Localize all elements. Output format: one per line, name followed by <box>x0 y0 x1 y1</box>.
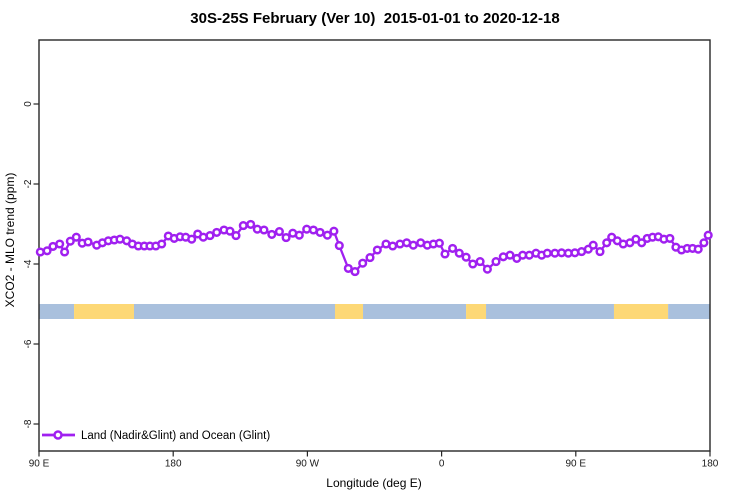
data-point <box>187 234 197 244</box>
data-point <box>65 236 75 246</box>
x-tick-label: 180 <box>165 459 182 470</box>
data-point <box>246 219 256 229</box>
surface-land-segment <box>74 304 134 319</box>
data-point <box>157 239 167 249</box>
data-point <box>267 229 277 239</box>
surface-band <box>39 304 710 319</box>
data-point <box>334 241 344 251</box>
surface-land-segment <box>466 304 487 319</box>
data-point <box>434 238 444 248</box>
data-point <box>225 226 235 236</box>
surface-ocean-segment <box>363 304 467 319</box>
data-point <box>55 239 65 249</box>
data-point <box>542 248 552 258</box>
data-point <box>372 245 382 255</box>
data-point <box>315 227 325 237</box>
data-point <box>693 244 703 254</box>
surface-ocean-segment <box>133 304 335 319</box>
data-point <box>365 253 375 263</box>
data-point <box>274 227 284 237</box>
data-point <box>238 221 248 231</box>
surface-ocean-segment <box>39 304 75 319</box>
data-point <box>468 259 478 269</box>
data-point <box>343 263 353 273</box>
data-point <box>83 237 93 247</box>
data-point <box>281 233 291 243</box>
data-point <box>212 227 222 237</box>
data-point <box>294 230 304 240</box>
x-tick-label: 90 W <box>296 459 320 470</box>
legend: Land (Nadir&Glint) and Ocean (Glint) <box>42 430 270 442</box>
y-axis-title: XCO2 - MLO trend (ppm) <box>3 173 17 308</box>
data-point <box>699 238 709 248</box>
data-point <box>60 247 70 257</box>
x-tick-label: 0 <box>439 459 445 470</box>
legend-open-circle-marker <box>53 430 63 440</box>
plot-border <box>38 39 711 452</box>
data-point <box>461 252 471 262</box>
surface-ocean-segment <box>668 304 710 319</box>
data-point <box>588 240 598 250</box>
data-point <box>475 257 485 267</box>
surface-land-segment <box>334 304 364 319</box>
x-tick-label: 90 E <box>29 459 50 470</box>
x-axis: 90 E 180 90 W 0 90 E 180 <box>29 451 719 470</box>
data-point <box>595 247 605 257</box>
surface-ocean-segment <box>486 304 614 319</box>
y-tick-label: 0 <box>23 101 34 107</box>
x-tick-label: 90 E <box>566 459 587 470</box>
data-point <box>205 231 215 241</box>
data-point <box>71 232 81 242</box>
data-point <box>491 257 501 267</box>
data-point <box>329 226 339 236</box>
x-tick-label: 180 <box>702 459 719 470</box>
y-tick-label: -4 <box>23 259 34 268</box>
data-point <box>42 246 52 256</box>
legend-label: Land (Nadir&Glint) and Ocean (Glint) <box>81 430 270 442</box>
data-point <box>448 243 458 253</box>
data-point <box>505 250 515 260</box>
data-point <box>231 231 241 241</box>
data-point <box>440 249 450 259</box>
data-point <box>482 264 492 274</box>
y-tick-label: -2 <box>23 179 34 188</box>
y-axis: 0 -2 -4 -6 -8 <box>23 101 39 428</box>
data-series <box>35 219 713 277</box>
data-point <box>350 267 360 277</box>
data-point <box>408 240 418 250</box>
data-point <box>454 248 464 258</box>
y-tick-label: -6 <box>23 339 34 348</box>
data-point <box>358 258 368 268</box>
x-axis-title: Longitude (deg E) <box>326 476 421 490</box>
data-point <box>388 241 398 251</box>
chart-title: 30S-25S February (Ver 10) 2015-01-01 to … <box>190 10 559 27</box>
data-point <box>259 225 269 235</box>
data-point <box>703 230 713 240</box>
data-point <box>35 247 45 257</box>
data-point <box>322 230 332 240</box>
data-point <box>665 233 675 243</box>
surface-land-segment <box>613 304 669 319</box>
data-point <box>637 238 647 248</box>
y-tick-label: -8 <box>23 419 34 428</box>
data-point <box>602 238 612 248</box>
